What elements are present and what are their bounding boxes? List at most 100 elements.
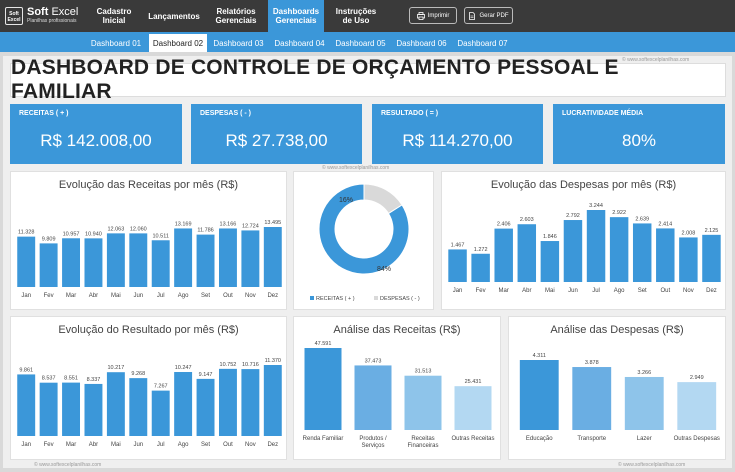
value-label: 8.337 bbox=[87, 377, 101, 383]
nav-lancamentos[interactable]: Lançamentos bbox=[148, 11, 200, 21]
category-label: Receitas bbox=[411, 436, 434, 442]
category-label: Financeiras bbox=[407, 443, 438, 449]
value-label: 1.846 bbox=[543, 234, 557, 240]
value-label: 2.792 bbox=[566, 213, 580, 219]
category-label: Out bbox=[223, 442, 233, 448]
bar-fev bbox=[39, 243, 58, 287]
nav-cadastro-inicial[interactable]: Cadastro Inicial bbox=[96, 7, 132, 25]
bar-abr bbox=[517, 224, 537, 282]
bar-outras-despesas bbox=[677, 382, 717, 430]
chart-card-resultado-mes: Evolução do Resultado por mês (R$) 9.861… bbox=[10, 316, 287, 460]
generate-pdf-button[interactable]: Gerar PDF bbox=[464, 7, 513, 24]
category-label: Jul bbox=[157, 442, 165, 448]
chart-card-despesas-mes: Evolução das Despesas por mês (R$) 1.467… bbox=[441, 171, 726, 310]
chart-resultado-mes: 9.861 Jan 8.537 Fev 8.551 Mar 8.337 Abr 10.217 Ma… bbox=[17, 358, 282, 448]
value-label: 2.949 bbox=[690, 375, 704, 381]
bar-mai bbox=[106, 372, 125, 436]
tab-dashboard-07[interactable]: Dashboard 07 bbox=[457, 39, 508, 48]
logo-title: Soft Excel bbox=[27, 6, 79, 18]
bar-ago bbox=[174, 372, 193, 436]
category-label: Produtos / bbox=[359, 436, 387, 442]
category-label: Ago bbox=[178, 442, 189, 448]
nav-relatorios-gerenciais[interactable]: Relatórios Gerenciais bbox=[215, 7, 257, 25]
value-label: 31.513 bbox=[415, 369, 432, 375]
bar-out bbox=[656, 228, 675, 282]
category-label: Ago bbox=[178, 293, 189, 299]
value-label: 3.878 bbox=[585, 360, 599, 366]
category-label: Renda Familiar bbox=[303, 436, 344, 442]
bar-mar bbox=[62, 238, 81, 287]
category-label: Outras Receitas bbox=[451, 436, 494, 442]
print-button[interactable]: Imprimir bbox=[409, 7, 457, 24]
tab-dashboard-06[interactable]: Dashboard 06 bbox=[396, 39, 447, 48]
bar-ago bbox=[174, 228, 193, 287]
category-label: Jun bbox=[133, 293, 143, 299]
bar-educa-o bbox=[519, 360, 559, 430]
category-label: Fev bbox=[476, 288, 486, 294]
value-label: 2.406 bbox=[497, 222, 511, 228]
value-label: 1.272 bbox=[474, 247, 488, 253]
print-button-label: Imprimir bbox=[427, 12, 450, 19]
bar-renda-familiar bbox=[304, 348, 342, 430]
bar-jun bbox=[129, 378, 148, 436]
kpi-receitas-label: RECEITAS ( + ) bbox=[19, 110, 69, 117]
value-label: 10.716 bbox=[242, 362, 259, 368]
svg-text:Soft: Soft bbox=[9, 11, 19, 17]
chart-analise-despesas: 4.311 Educação 3.878 Transporte 3.266 Lazer 2.… bbox=[519, 353, 720, 442]
value-label: 13.169 bbox=[175, 221, 192, 227]
bar-dez bbox=[263, 365, 282, 436]
chart-receitas-despesas-donut: 84% 16% RECEITAS ( + ) DESPESAS ( - ) bbox=[310, 183, 420, 302]
tab-dashboard-02[interactable]: Dashboard 02 bbox=[149, 34, 207, 52]
generate-pdf-label: Gerar PDF bbox=[479, 12, 509, 19]
bar-set bbox=[632, 223, 652, 282]
bar-jun bbox=[129, 233, 148, 287]
chart-title-analise-receitas: Análise das Receitas (R$) bbox=[333, 324, 461, 336]
value-label: 4.311 bbox=[533, 353, 546, 359]
value-label: 10.957 bbox=[63, 231, 80, 237]
category-label: Jan bbox=[453, 288, 463, 294]
category-label: Nov bbox=[683, 288, 694, 294]
value-label: 47.591 bbox=[315, 341, 332, 347]
value-label: 13.495 bbox=[264, 220, 281, 226]
bar-fev bbox=[39, 382, 58, 436]
nav-instrucoes-de-uso[interactable]: Instruções de Uso bbox=[335, 7, 377, 25]
category-label: Mai bbox=[111, 293, 121, 299]
tab-dashboard-03[interactable]: Dashboard 03 bbox=[213, 39, 264, 48]
top-navigation-bar: Soft Excel Soft Excel Planilhas profissi… bbox=[0, 0, 735, 32]
logo-mark-icon: Soft Excel bbox=[7, 11, 21, 23]
dashboard-tabs: Dashboard 01 Dashboard 02 Dashboard 03 D… bbox=[0, 32, 735, 52]
chart-analise-receitas: 47.591 Renda Familiar 37.473 Produtos /Serv… bbox=[303, 341, 495, 449]
kpi-despesas-value: R$ 27.738,00 bbox=[225, 131, 328, 150]
bar-jan bbox=[17, 374, 36, 436]
category-label: Fev bbox=[44, 442, 54, 448]
value-label: 2.008 bbox=[681, 230, 695, 236]
bar-abr bbox=[84, 238, 103, 287]
bar-transporte bbox=[572, 367, 612, 430]
value-label: 2.414 bbox=[658, 221, 672, 227]
value-label: 25.431 bbox=[465, 379, 482, 385]
bar-mai bbox=[106, 233, 125, 287]
svg-text:Excel: Excel bbox=[7, 17, 21, 23]
kpi-receitas: RECEITAS ( + ) R$ 142.008,00 bbox=[10, 104, 182, 164]
nav-dashboards-gerenciais[interactable]: Dashboards Gerenciais bbox=[268, 0, 324, 32]
category-label: Out bbox=[223, 293, 233, 299]
bar-out bbox=[218, 368, 237, 436]
bar-jun bbox=[563, 220, 583, 282]
bar-set bbox=[196, 234, 215, 287]
value-label: 1.467 bbox=[451, 242, 465, 248]
tab-dashboard-01[interactable]: Dashboard 01 bbox=[90, 39, 142, 48]
category-label: Abr bbox=[89, 442, 98, 448]
watermark-top: © www.softexcelplanilhas.com bbox=[622, 57, 690, 63]
value-label: 12.724 bbox=[242, 223, 259, 229]
tab-dashboard-05[interactable]: Dashboard 05 bbox=[335, 39, 386, 48]
bar-jul bbox=[586, 210, 606, 282]
category-label: Jul bbox=[157, 293, 165, 299]
value-label: 2.639 bbox=[635, 216, 649, 222]
bar-ago bbox=[609, 217, 629, 282]
value-label: 8.551 bbox=[64, 376, 78, 382]
bar-receitas-financeiras bbox=[404, 375, 442, 430]
tab-dashboard-04[interactable]: Dashboard 04 bbox=[274, 39, 325, 48]
category-label: Educação bbox=[526, 436, 553, 442]
chart-title-despesas-mes: Evolução das Despesas por mês (R$) bbox=[490, 179, 677, 191]
value-label: 9.147 bbox=[199, 372, 213, 378]
